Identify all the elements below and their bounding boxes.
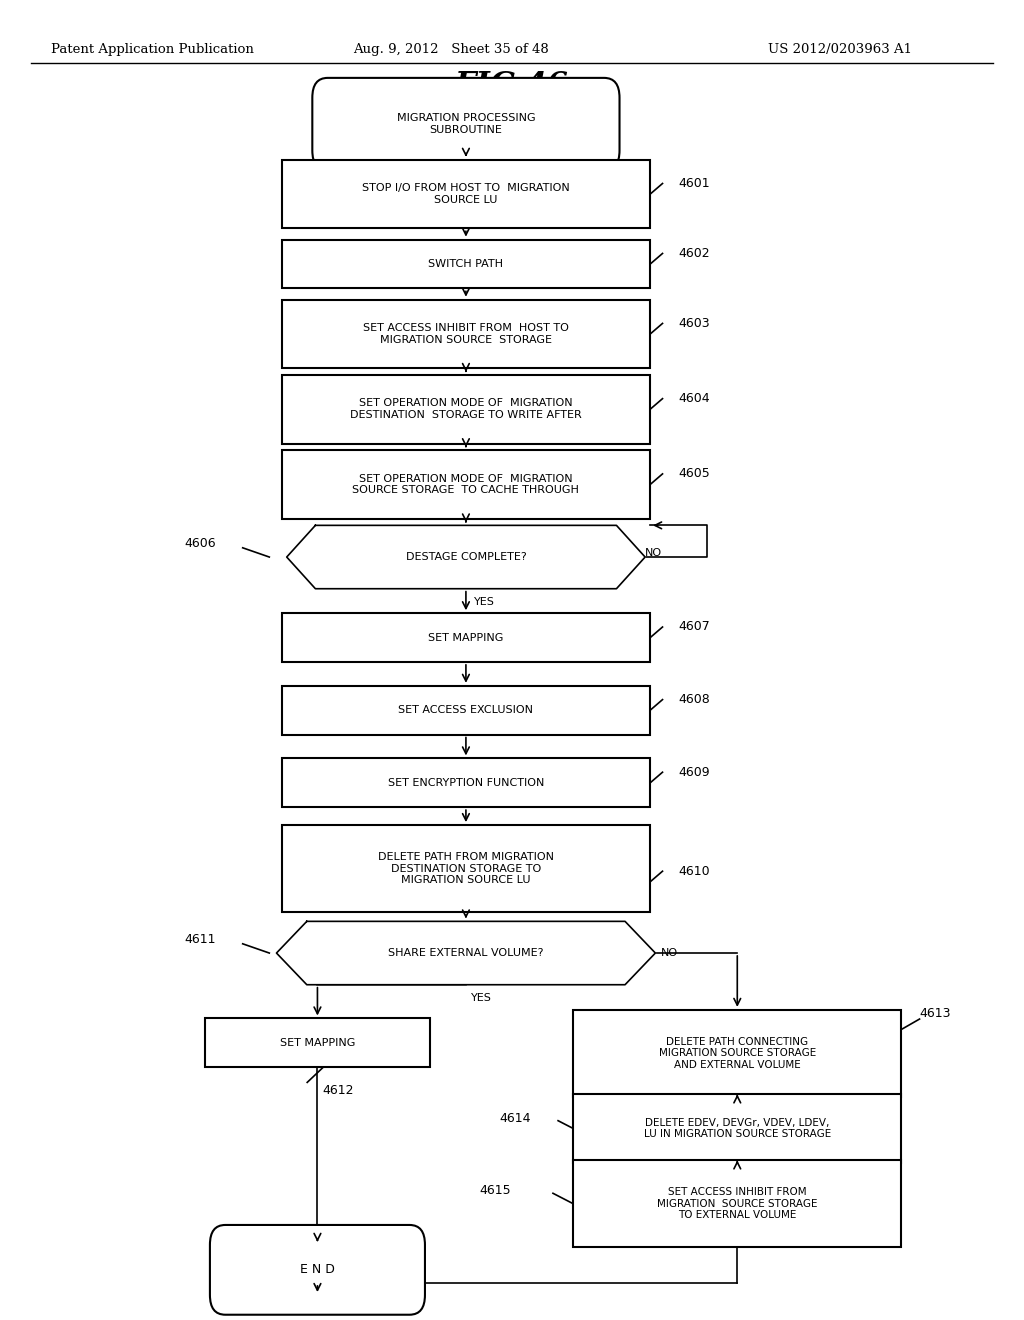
Text: SET MAPPING: SET MAPPING	[428, 632, 504, 643]
Text: DELETE PATH FROM MIGRATION
DESTINATION STORAGE TO
MIGRATION SOURCE LU: DELETE PATH FROM MIGRATION DESTINATION S…	[378, 851, 554, 886]
Text: 4606: 4606	[184, 537, 216, 550]
Text: SET OPERATION MODE OF  MIGRATION
SOURCE STORAGE  TO CACHE THROUGH: SET OPERATION MODE OF MIGRATION SOURCE S…	[352, 474, 580, 495]
FancyBboxPatch shape	[205, 1019, 430, 1067]
FancyBboxPatch shape	[282, 612, 650, 663]
Text: 4605: 4605	[678, 467, 710, 480]
Text: DESTAGE COMPLETE?: DESTAGE COMPLETE?	[406, 552, 526, 562]
FancyBboxPatch shape	[282, 450, 650, 519]
Text: 4615: 4615	[479, 1184, 511, 1197]
Text: 4614: 4614	[500, 1111, 531, 1125]
FancyBboxPatch shape	[573, 1010, 901, 1097]
Text: MIGRATION PROCESSING
SUBROUTINE: MIGRATION PROCESSING SUBROUTINE	[396, 114, 536, 135]
Text: 4609: 4609	[678, 766, 710, 779]
FancyBboxPatch shape	[573, 1094, 901, 1163]
FancyBboxPatch shape	[282, 825, 650, 912]
Text: DELETE PATH CONNECTING
MIGRATION SOURCE STORAGE
AND EXTERNAL VOLUME: DELETE PATH CONNECTING MIGRATION SOURCE …	[658, 1036, 816, 1071]
Text: 4608: 4608	[678, 693, 710, 706]
Text: SWITCH PATH: SWITCH PATH	[428, 259, 504, 269]
Polygon shape	[287, 525, 645, 589]
Text: 4604: 4604	[678, 392, 710, 405]
Text: SET ENCRYPTION FUNCTION: SET ENCRYPTION FUNCTION	[388, 777, 544, 788]
Text: 4613: 4613	[920, 1007, 951, 1020]
Text: 4601: 4601	[678, 177, 710, 190]
Text: NO: NO	[645, 548, 663, 558]
FancyBboxPatch shape	[282, 160, 650, 228]
Text: STOP I/O FROM HOST TO  MIGRATION
SOURCE LU: STOP I/O FROM HOST TO MIGRATION SOURCE L…	[362, 183, 569, 205]
FancyBboxPatch shape	[282, 375, 650, 444]
Text: US 2012/0203963 A1: US 2012/0203963 A1	[768, 44, 911, 55]
Polygon shape	[276, 921, 655, 985]
FancyBboxPatch shape	[282, 686, 650, 734]
Text: YES: YES	[474, 597, 495, 607]
FancyBboxPatch shape	[210, 1225, 425, 1315]
FancyBboxPatch shape	[312, 78, 620, 170]
FancyBboxPatch shape	[282, 300, 650, 368]
Text: 4603: 4603	[678, 317, 710, 330]
Text: 4610: 4610	[678, 865, 710, 878]
Text: NO: NO	[660, 948, 678, 958]
Text: Patent Application Publication: Patent Application Publication	[51, 44, 254, 55]
Text: YES: YES	[471, 993, 492, 1003]
Text: 4611: 4611	[184, 933, 216, 946]
Text: DELETE EDEV, DEVGr, VDEV, LDEV,
LU IN MIGRATION SOURCE STORAGE: DELETE EDEV, DEVGr, VDEV, LDEV, LU IN MI…	[644, 1118, 830, 1139]
Text: FIG.46: FIG.46	[455, 70, 569, 102]
Text: Aug. 9, 2012   Sheet 35 of 48: Aug. 9, 2012 Sheet 35 of 48	[352, 44, 549, 55]
Text: SET OPERATION MODE OF  MIGRATION
DESTINATION  STORAGE TO WRITE AFTER: SET OPERATION MODE OF MIGRATION DESTINAT…	[350, 399, 582, 420]
Text: 4602: 4602	[678, 247, 710, 260]
Text: SET ACCESS EXCLUSION: SET ACCESS EXCLUSION	[398, 705, 534, 715]
Text: SET ACCESS INHIBIT FROM  HOST TO
MIGRATION SOURCE  STORAGE: SET ACCESS INHIBIT FROM HOST TO MIGRATIO…	[362, 323, 569, 345]
Text: SET ACCESS INHIBIT FROM
MIGRATION  SOURCE STORAGE
TO EXTERNAL VOLUME: SET ACCESS INHIBIT FROM MIGRATION SOURCE…	[657, 1187, 817, 1221]
Text: E N D: E N D	[300, 1263, 335, 1276]
FancyBboxPatch shape	[573, 1160, 901, 1247]
Text: 4607: 4607	[678, 620, 710, 634]
Text: SHARE EXTERNAL VOLUME?: SHARE EXTERNAL VOLUME?	[388, 948, 544, 958]
Text: SET MAPPING: SET MAPPING	[280, 1038, 355, 1048]
FancyBboxPatch shape	[282, 758, 650, 808]
Text: 4612: 4612	[323, 1084, 354, 1097]
FancyBboxPatch shape	[282, 240, 650, 288]
